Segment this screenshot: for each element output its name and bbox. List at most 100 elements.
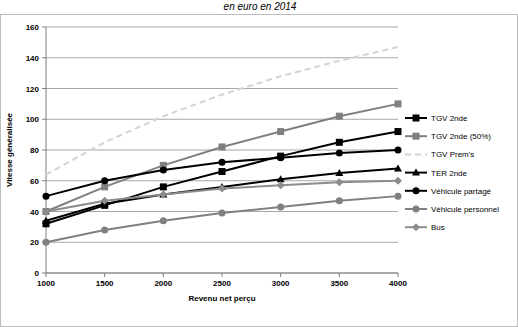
y-tick — [42, 150, 46, 151]
data-point — [160, 166, 167, 173]
data-point — [101, 183, 108, 190]
series-line — [46, 181, 398, 212]
data-point — [335, 178, 343, 186]
y-tick-label: 80 — [30, 146, 39, 155]
chart-container: en euro en 2014 0 20 40 60 80 100 120 140 160 1000… — [0, 0, 518, 327]
y-tick-label: 0 — [35, 269, 40, 278]
data-point — [277, 175, 285, 182]
data-point — [42, 208, 50, 216]
y-tick — [42, 273, 46, 274]
x-tick — [104, 273, 105, 277]
y-tick-label: 160 — [26, 23, 40, 32]
x-tick — [339, 273, 340, 277]
y-axis — [46, 27, 47, 273]
legend-label: TER 2nde — [431, 169, 468, 178]
x-tick-label: 1000 — [37, 279, 55, 288]
data-point — [159, 191, 167, 199]
data-point — [395, 147, 402, 154]
x-axis-label: Revenu net perçu — [188, 294, 255, 303]
grid-line — [46, 119, 398, 120]
x-tick — [163, 273, 164, 277]
y-tick — [42, 88, 46, 89]
chart-frame — [1, 15, 518, 327]
data-point — [101, 177, 108, 184]
data-point — [219, 210, 226, 217]
chart-svg: en euro en 2014 0 20 40 60 80 100 120 140 160 1000… — [0, 0, 518, 327]
legend-label: TGV Prem's — [431, 150, 474, 159]
grid-line — [46, 27, 398, 28]
data-point — [277, 203, 284, 210]
data-point — [43, 239, 50, 246]
data-point — [394, 164, 402, 171]
x-tick-label: 3500 — [330, 279, 348, 288]
legend-label: TGV 2nde — [431, 114, 468, 123]
plot-area — [42, 47, 402, 246]
legend-label: Véhicule partagé — [431, 187, 492, 196]
x-tick — [46, 273, 47, 277]
data-point — [395, 128, 402, 135]
grid-line — [46, 242, 398, 243]
data-point — [42, 217, 50, 224]
grid-line — [46, 180, 398, 181]
legend-line — [405, 153, 427, 155]
legend-marker — [413, 133, 420, 140]
x-tick-label: 2000 — [154, 279, 172, 288]
series-line — [46, 47, 398, 175]
data-point — [43, 193, 50, 200]
series-line — [46, 168, 398, 220]
legend-label: TGV 2nde (50%) — [431, 132, 491, 141]
x-tick — [398, 273, 399, 277]
grid-line — [46, 57, 398, 58]
series-line — [46, 104, 398, 212]
y-tick-label: 40 — [30, 208, 39, 217]
legend-marker — [412, 169, 420, 176]
data-point — [394, 177, 402, 185]
x-tick-label: 4000 — [389, 279, 407, 288]
data-point — [219, 168, 226, 175]
grid-line — [46, 88, 398, 89]
x-tick-label: 3000 — [272, 279, 290, 288]
legend: TGV 2nde TGV 2nde (50%) TGV Prem's TER 2nde… — [405, 114, 499, 232]
x-tick — [280, 273, 281, 277]
y-tick-label: 140 — [26, 54, 40, 63]
data-point — [395, 193, 402, 200]
data-point — [101, 226, 108, 233]
series-line — [46, 150, 398, 196]
y-tick — [42, 27, 46, 28]
data-point — [277, 128, 284, 135]
data-point — [336, 197, 343, 204]
data-point — [277, 181, 285, 189]
legend-label: Véhicule personnel — [431, 205, 499, 214]
data-point — [336, 113, 343, 120]
data-point — [335, 169, 343, 176]
data-point — [218, 184, 226, 192]
y-tick-label: 120 — [26, 85, 40, 94]
title: en euro en 2014 — [224, 1, 297, 12]
data-point — [219, 159, 226, 166]
data-point — [160, 183, 167, 190]
x-tick-label: 2500 — [213, 279, 231, 288]
y-tick-label: 100 — [26, 115, 40, 124]
data-point — [277, 154, 284, 161]
data-point — [101, 197, 109, 205]
data-point — [336, 150, 343, 157]
data-point — [219, 143, 226, 150]
legend-marker — [412, 223, 420, 231]
legend-marker — [413, 187, 420, 194]
data-point — [43, 208, 50, 215]
data-point — [395, 100, 402, 107]
legend-marker — [413, 115, 420, 122]
y-axis-label: Vitesse généralisée — [5, 112, 14, 187]
data-point — [159, 191, 167, 198]
series-line — [46, 196, 398, 242]
y-tick — [42, 57, 46, 58]
y-tick-label: 60 — [30, 177, 39, 186]
y-tick — [42, 119, 46, 120]
y-tick-label: 20 — [30, 238, 39, 247]
legend-marker — [413, 206, 420, 213]
legend-label: Bus — [431, 223, 445, 232]
x-tick — [222, 273, 223, 277]
data-point — [160, 217, 167, 224]
data-point — [336, 139, 343, 146]
x-tick-label: 1500 — [96, 279, 114, 288]
